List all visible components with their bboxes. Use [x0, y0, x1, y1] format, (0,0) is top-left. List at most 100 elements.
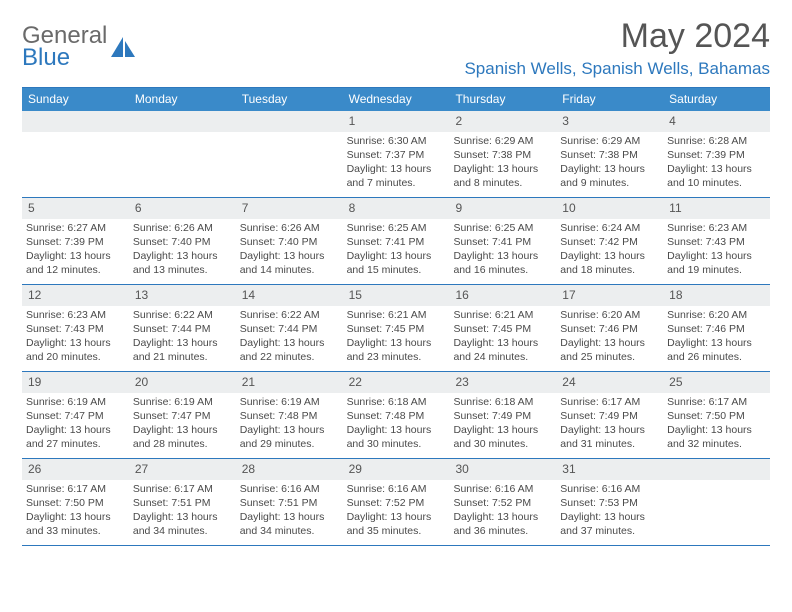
day-details: Sunrise: 6:17 AMSunset: 7:51 PMDaylight:… — [129, 482, 236, 543]
day-cell: 23Sunrise: 6:18 AMSunset: 7:49 PMDayligh… — [449, 372, 556, 458]
day-cell: 16 Sunrise: 6:21 AMSunset: 7:45 PMDayligh… — [449, 285, 556, 371]
daylight-text: and 30 minutes. — [347, 437, 446, 451]
day-cell — [22, 111, 129, 197]
weekday-header: Thursday — [449, 88, 556, 111]
weekday-header-row: Sunday Monday Tuesday Wednesday Thursday… — [22, 88, 770, 111]
daylight-text: Daylight: 13 hours — [26, 249, 125, 263]
day-details: Sunrise: 6:29 AMSunset: 7:38 PMDaylight:… — [449, 134, 556, 195]
sunrise-text: Sunrise: 6:17 AM — [560, 395, 659, 409]
day-number: 12 — [22, 285, 129, 305]
sunrise-text: Sunrise: 6:18 AM — [347, 395, 446, 409]
sunrise-text: Sunrise: 6:16 AM — [453, 482, 552, 496]
day-details: Sunrise: 6:17 AMSunset: 7:50 PMDaylight:… — [22, 482, 129, 543]
day-number: 26 — [22, 459, 129, 479]
day-cell: 14 Sunrise: 6:22 AMSunset: 7:44 PMDayligh… — [236, 285, 343, 371]
daylight-text: and 34 minutes. — [240, 524, 339, 538]
daylight-text: and 33 minutes. — [26, 524, 125, 538]
sunset-text: Sunset: 7:39 PM — [26, 235, 125, 249]
daylight-text: Daylight: 13 hours — [133, 423, 232, 437]
daylight-text: Daylight: 13 hours — [240, 336, 339, 350]
day-details: Sunrise: 6:20 AMSunset: 7:46 PMDaylight:… — [663, 308, 770, 369]
sunset-text: Sunset: 7:43 PM — [667, 235, 766, 249]
sunrise-text: Sunrise: 6:17 AM — [667, 395, 766, 409]
daylight-text: and 20 minutes. — [26, 350, 125, 364]
day-number: 14 — [236, 285, 343, 305]
sunset-text: Sunset: 7:49 PM — [453, 409, 552, 423]
day-cell: 28Sunrise: 6:16 AMSunset: 7:51 PMDayligh… — [236, 459, 343, 545]
day-cell: 5Sunrise: 6:27 AMSunset: 7:39 PMDaylight… — [22, 198, 129, 284]
day-number: 8 — [343, 198, 450, 218]
daylight-text: and 21 minutes. — [133, 350, 232, 364]
daylight-text: and 31 minutes. — [560, 437, 659, 451]
day-details: Sunrise: 6:26 AMSunset: 7:40 PMDaylight:… — [236, 221, 343, 282]
sunset-text: Sunset: 7:48 PM — [347, 409, 446, 423]
weekday-header: Friday — [556, 88, 663, 111]
sunrise-text: Sunrise: 6:27 AM — [26, 221, 125, 235]
daylight-text: Daylight: 13 hours — [133, 336, 232, 350]
daylight-text: Daylight: 13 hours — [347, 336, 446, 350]
day-number: 25 — [663, 372, 770, 392]
day-cell: 12 Sunrise: 6:23 AMSunset: 7:43 PMDayligh… — [22, 285, 129, 371]
day-cell: 6Sunrise: 6:26 AMSunset: 7:40 PMDaylight… — [129, 198, 236, 284]
day-details: Sunrise: 6:17 AMSunset: 7:49 PMDaylight:… — [556, 395, 663, 456]
sunset-text: Sunset: 7:50 PM — [667, 409, 766, 423]
sunset-text: Sunset: 7:42 PM — [560, 235, 659, 249]
day-number: 16 — [449, 285, 556, 305]
sunset-text: Sunset: 7:44 PM — [133, 322, 232, 336]
sunrise-text: Sunrise: 6:26 AM — [240, 221, 339, 235]
day-details: Sunrise: 6:23 AMSunset: 7:43 PMDaylight:… — [22, 308, 129, 369]
day-cell: 22 Sunrise: 6:18 AMSunset: 7:48 PMDayligh… — [343, 372, 450, 458]
daylight-text: and 27 minutes. — [26, 437, 125, 451]
daylight-text: and 24 minutes. — [453, 350, 552, 364]
day-number: 17 — [556, 285, 663, 305]
daylight-text: Daylight: 13 hours — [667, 336, 766, 350]
daylight-text: and 36 minutes. — [453, 524, 552, 538]
daylight-text: and 13 minutes. — [133, 263, 232, 277]
day-cell: 1Sunrise: 6:30 AMSunset: 7:37 PMDaylight… — [343, 111, 450, 197]
day-cell: 8Sunrise: 6:25 AMSunset: 7:41 PMDaylight… — [343, 198, 450, 284]
day-details: Sunrise: 6:18 AMSunset: 7:49 PMDaylight:… — [449, 395, 556, 456]
day-details: Sunrise: 6:28 AMSunset: 7:39 PMDaylight:… — [663, 134, 770, 195]
day-details: Sunrise: 6:21 AMSunset: 7:45 PMDaylight:… — [449, 308, 556, 369]
daylight-text: Daylight: 13 hours — [453, 423, 552, 437]
daylight-text: Daylight: 13 hours — [133, 510, 232, 524]
sunset-text: Sunset: 7:38 PM — [560, 148, 659, 162]
day-cell: 20Sunrise: 6:19 AMSunset: 7:47 PMDayligh… — [129, 372, 236, 458]
sunset-text: Sunset: 7:43 PM — [26, 322, 125, 336]
sunrise-text: Sunrise: 6:21 AM — [453, 308, 552, 322]
day-details: Sunrise: 6:19 AMSunset: 7:47 PMDaylight:… — [22, 395, 129, 456]
day-number: 9 — [449, 198, 556, 218]
day-details: Sunrise: 6:18 AMSunset: 7:48 PMDaylight:… — [343, 395, 450, 456]
day-details: Sunrise: 6:16 AMSunset: 7:53 PMDaylight:… — [556, 482, 663, 543]
day-number: 7 — [236, 198, 343, 218]
day-cell: 18Sunrise: 6:20 AMSunset: 7:46 PMDayligh… — [663, 285, 770, 371]
day-cell — [663, 459, 770, 545]
daylight-text: Daylight: 13 hours — [560, 249, 659, 263]
week-row: 1Sunrise: 6:30 AMSunset: 7:37 PMDaylight… — [22, 111, 770, 198]
week-row: 5Sunrise: 6:27 AMSunset: 7:39 PMDaylight… — [22, 198, 770, 285]
weekday-header: Monday — [129, 88, 236, 111]
sunset-text: Sunset: 7:46 PM — [667, 322, 766, 336]
daylight-text: Daylight: 13 hours — [26, 510, 125, 524]
day-details: Sunrise: 6:23 AMSunset: 7:43 PMDaylight:… — [663, 221, 770, 282]
sunset-text: Sunset: 7:49 PM — [560, 409, 659, 423]
day-details: Sunrise: 6:22 AMSunset: 7:44 PMDaylight:… — [236, 308, 343, 369]
weekday-header: Sunday — [22, 88, 129, 111]
sunrise-text: Sunrise: 6:23 AM — [26, 308, 125, 322]
day-cell: 10Sunrise: 6:24 AMSunset: 7:42 PMDayligh… — [556, 198, 663, 284]
day-number: 3 — [556, 111, 663, 131]
daylight-text: Daylight: 13 hours — [133, 249, 232, 263]
sunset-text: Sunset: 7:37 PM — [347, 148, 446, 162]
day-number: 22 — [343, 372, 450, 392]
day-cell: 17Sunrise: 6:20 AMSunset: 7:46 PMDayligh… — [556, 285, 663, 371]
sunrise-text: Sunrise: 6:20 AM — [560, 308, 659, 322]
day-cell: 3Sunrise: 6:29 AMSunset: 7:38 PMDaylight… — [556, 111, 663, 197]
day-details: Sunrise: 6:16 AMSunset: 7:52 PMDaylight:… — [343, 482, 450, 543]
day-number: 6 — [129, 198, 236, 218]
week-row: 12Sunrise: 6:23 AMSunset: 7:43 PMDayligh… — [22, 285, 770, 372]
sunset-text: Sunset: 7:51 PM — [240, 496, 339, 510]
sunrise-text: Sunrise: 6:19 AM — [133, 395, 232, 409]
daylight-text: Daylight: 13 hours — [453, 162, 552, 176]
sunrise-text: Sunrise: 6:26 AM — [133, 221, 232, 235]
sunset-text: Sunset: 7:53 PM — [560, 496, 659, 510]
